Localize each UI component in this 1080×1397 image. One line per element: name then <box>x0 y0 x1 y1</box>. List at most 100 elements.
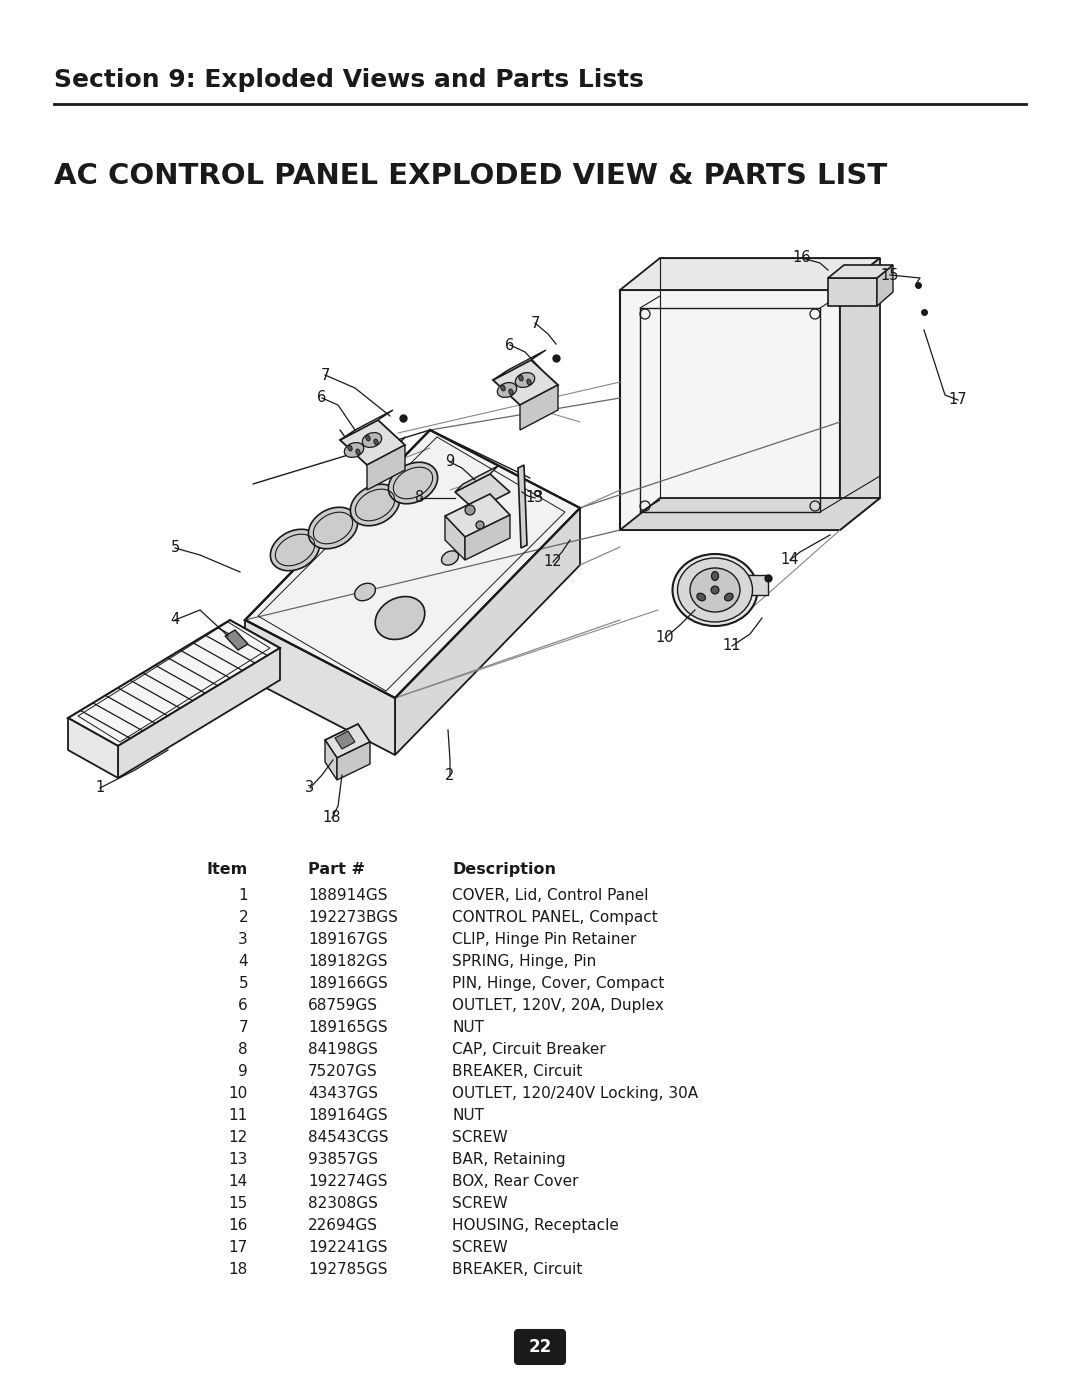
Text: 7: 7 <box>321 367 329 383</box>
Polygon shape <box>340 409 393 440</box>
Text: 192274GS: 192274GS <box>308 1173 388 1189</box>
Polygon shape <box>325 724 370 759</box>
Ellipse shape <box>527 379 531 386</box>
Ellipse shape <box>362 433 381 447</box>
Text: 9: 9 <box>445 454 455 469</box>
Text: 2: 2 <box>239 909 248 925</box>
Text: 10: 10 <box>656 630 674 645</box>
Text: 192241GS: 192241GS <box>308 1241 388 1255</box>
Polygon shape <box>840 258 880 529</box>
Polygon shape <box>620 497 880 529</box>
Polygon shape <box>465 515 510 560</box>
Ellipse shape <box>677 557 753 622</box>
Text: 4: 4 <box>239 954 248 970</box>
Polygon shape <box>519 386 558 430</box>
Text: CLIP, Hinge Pin Retainer: CLIP, Hinge Pin Retainer <box>453 932 636 947</box>
Polygon shape <box>68 718 118 778</box>
Text: 75207GS: 75207GS <box>308 1065 378 1078</box>
Text: 14: 14 <box>229 1173 248 1189</box>
Text: 11: 11 <box>723 638 741 654</box>
Text: 14: 14 <box>781 552 799 567</box>
Text: 17: 17 <box>229 1241 248 1255</box>
Ellipse shape <box>366 434 370 441</box>
Text: NUT: NUT <box>453 1020 484 1035</box>
FancyBboxPatch shape <box>515 1330 565 1363</box>
Ellipse shape <box>270 529 320 571</box>
Text: 6: 6 <box>318 391 326 405</box>
Text: 84198GS: 84198GS <box>308 1042 378 1058</box>
Text: SCREW: SCREW <box>453 1196 508 1211</box>
Polygon shape <box>828 278 877 306</box>
Ellipse shape <box>389 462 437 504</box>
Ellipse shape <box>350 485 400 525</box>
Polygon shape <box>492 351 546 380</box>
Text: 5: 5 <box>239 977 248 990</box>
Polygon shape <box>245 620 395 754</box>
Ellipse shape <box>355 448 360 455</box>
Polygon shape <box>118 648 280 778</box>
Text: BAR, Retaining: BAR, Retaining <box>453 1153 566 1166</box>
Text: Description: Description <box>453 862 556 877</box>
Ellipse shape <box>374 439 378 444</box>
Text: BREAKER, Circuit: BREAKER, Circuit <box>453 1261 582 1277</box>
Ellipse shape <box>518 376 523 381</box>
Ellipse shape <box>442 550 459 566</box>
Circle shape <box>465 504 475 515</box>
Polygon shape <box>492 360 558 405</box>
Text: AC CONTROL PANEL EXPLODED VIEW & PARTS LIST: AC CONTROL PANEL EXPLODED VIEW & PARTS L… <box>54 162 888 190</box>
Polygon shape <box>828 265 893 278</box>
Text: 10: 10 <box>229 1085 248 1101</box>
Text: 43437GS: 43437GS <box>308 1085 378 1101</box>
Ellipse shape <box>309 507 357 549</box>
Text: 4: 4 <box>171 612 179 627</box>
Text: 7: 7 <box>239 1020 248 1035</box>
Text: 188914GS: 188914GS <box>308 888 388 902</box>
Text: 11: 11 <box>229 1108 248 1123</box>
Text: 15: 15 <box>229 1196 248 1211</box>
Polygon shape <box>445 495 510 536</box>
Polygon shape <box>445 515 465 560</box>
Text: 93857GS: 93857GS <box>308 1153 378 1166</box>
Polygon shape <box>620 258 880 291</box>
Text: CAP, Circuit Breaker: CAP, Circuit Breaker <box>453 1042 606 1058</box>
Text: SCREW: SCREW <box>453 1130 508 1146</box>
Text: 189165GS: 189165GS <box>308 1020 388 1035</box>
Text: 189167GS: 189167GS <box>308 932 388 947</box>
Text: 15: 15 <box>881 267 900 282</box>
Text: 12: 12 <box>543 555 563 570</box>
Ellipse shape <box>697 594 705 601</box>
Text: 13: 13 <box>526 490 544 506</box>
Text: NUT: NUT <box>453 1108 484 1123</box>
Text: 8: 8 <box>239 1042 248 1058</box>
Polygon shape <box>337 742 370 780</box>
Text: 6: 6 <box>505 338 515 352</box>
Ellipse shape <box>348 446 352 451</box>
Text: 9: 9 <box>239 1065 248 1078</box>
Text: CONTROL PANEL, Compact: CONTROL PANEL, Compact <box>453 909 658 925</box>
Ellipse shape <box>712 571 718 581</box>
Text: 17: 17 <box>948 393 968 408</box>
Text: COVER, Lid, Control Panel: COVER, Lid, Control Panel <box>453 888 648 902</box>
Ellipse shape <box>345 443 364 457</box>
Text: 68759GS: 68759GS <box>308 997 378 1013</box>
Polygon shape <box>620 291 840 529</box>
Text: 1: 1 <box>95 781 105 795</box>
Polygon shape <box>335 731 355 749</box>
Polygon shape <box>225 630 248 650</box>
Text: 82308GS: 82308GS <box>308 1196 378 1211</box>
Circle shape <box>711 585 719 594</box>
Text: 2: 2 <box>445 768 455 784</box>
Polygon shape <box>455 467 498 492</box>
Text: 5: 5 <box>171 541 179 556</box>
Text: 22694GS: 22694GS <box>308 1218 378 1234</box>
Ellipse shape <box>690 569 740 612</box>
Circle shape <box>476 521 484 529</box>
Text: 189166GS: 189166GS <box>308 977 388 990</box>
Text: 16: 16 <box>793 250 811 265</box>
Polygon shape <box>245 430 580 698</box>
Ellipse shape <box>673 555 757 626</box>
Text: 8: 8 <box>416 490 424 506</box>
Text: 18: 18 <box>323 810 341 826</box>
Text: PIN, Hinge, Cover, Compact: PIN, Hinge, Cover, Compact <box>453 977 664 990</box>
Text: 12: 12 <box>229 1130 248 1146</box>
